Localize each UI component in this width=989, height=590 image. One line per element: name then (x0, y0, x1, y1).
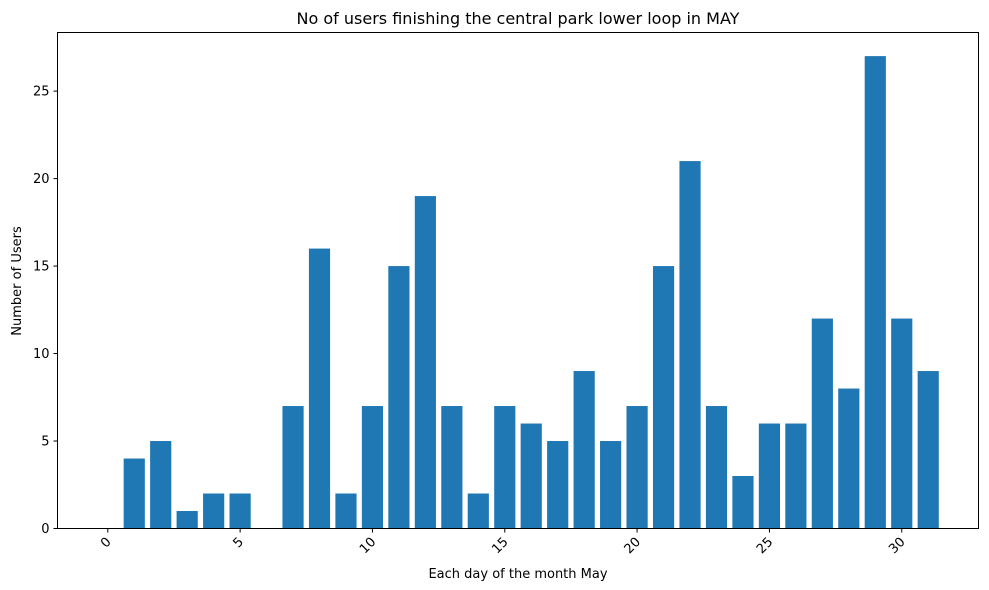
y-tick-label: 25 (33, 85, 50, 100)
y-tick-label: 5 (41, 435, 49, 450)
bar-day-30 (891, 318, 913, 529)
bar-day-22 (679, 161, 701, 529)
bar-day-17 (547, 441, 569, 529)
bar-day-3 (176, 511, 198, 529)
y-tick-label: 20 (33, 172, 50, 187)
bar-day-29 (864, 56, 886, 529)
plot-frame (57, 32, 979, 529)
bar-day-23 (705, 406, 728, 529)
chart-title: No of users finishing the central park l… (297, 9, 740, 28)
x-tick-label: 25 (754, 535, 776, 557)
bar-day-18 (573, 371, 595, 529)
bar-day-16 (520, 423, 542, 529)
bar-day-10 (361, 406, 384, 529)
bar-day-20 (626, 406, 648, 529)
y-tick-label: 10 (33, 347, 50, 362)
x-tick-label: 20 (622, 535, 644, 557)
bars-group (123, 56, 939, 529)
bar-day-1 (123, 458, 145, 529)
bar-day-19 (600, 441, 622, 529)
bar-day-7 (282, 406, 304, 529)
y-axis-label: Number of Users (10, 226, 25, 336)
x-tick-label: 30 (886, 535, 908, 557)
x-axis-label: Each day of the month May (428, 567, 607, 582)
bar-day-31 (917, 371, 939, 529)
x-tick-label: 10 (357, 535, 379, 557)
y-axis-ticks: 0 5 10 15 20 25 (33, 85, 58, 537)
bar-day-15 (494, 406, 516, 529)
bar-day-11 (388, 266, 410, 529)
bar-day-25 (758, 423, 781, 529)
bar-day-9 (335, 493, 357, 529)
x-tick-label: 5 (230, 535, 246, 551)
bar-day-5 (229, 493, 251, 529)
bar-day-24 (732, 476, 754, 529)
bar-day-27 (811, 318, 833, 529)
bar-day-8 (308, 248, 331, 529)
bar-day-12 (414, 196, 436, 529)
bar-day-2 (150, 441, 172, 529)
x-tick-label: 15 (489, 535, 511, 557)
bar-day-26 (785, 423, 807, 529)
bar-day-14 (467, 493, 489, 529)
bar-day-28 (838, 388, 860, 529)
x-axis-ticks: 0 5 10 15 20 25 30 (98, 528, 909, 557)
x-tick-label: 0 (98, 535, 114, 551)
y-tick-label: 0 (41, 522, 49, 537)
y-tick-label: 15 (33, 260, 50, 275)
bar-day-13 (441, 406, 463, 529)
bar-day-4 (203, 493, 225, 529)
bar-day-21 (652, 266, 675, 529)
